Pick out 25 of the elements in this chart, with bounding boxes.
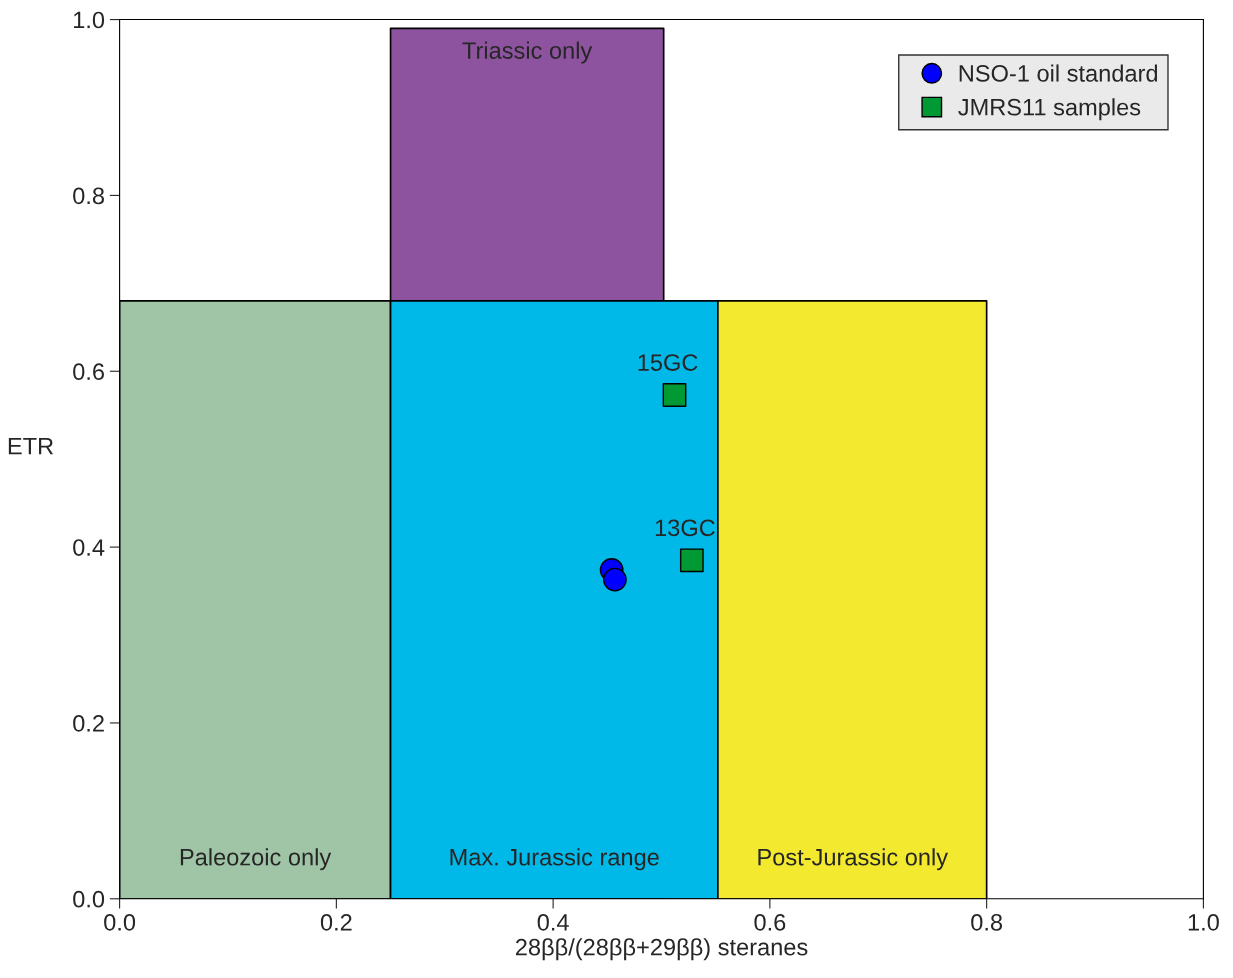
point [679,548,704,573]
series-label: Post-Jurassic only [758,848,948,871]
x-axis-title: 28ββ/(28ββ+29ββ) steranes [515,938,808,961]
y-tick-label: 0.2 [73,715,104,732]
x-tick-label: 0.8 [971,913,1003,931]
x-tick-label: 0.6 [754,913,786,931]
legend-label: JMRS11 samples [958,98,1141,121]
y-tick-label: 0.0 [73,890,105,908]
x-tick-label: 0.0 [104,913,136,931]
series-label: Triassic only [462,41,593,64]
series-label: Paleozoic only [180,848,332,871]
point [662,383,687,407]
y-tick-label: 0.8 [73,187,104,205]
y-axis-title: ETR [8,438,54,455]
y-tick-label: 0.6 [73,363,104,381]
y-tick-label: 1.0 [74,11,105,29]
y-tick-label: 0.4 [73,539,105,556]
x-tick-label: 0.2 [320,913,352,931]
legend-label: NSO-1 oil standard [959,64,1158,82]
annotation: 15GC [638,354,698,371]
annotation: 13GC [655,519,715,537]
series-label: Max. Jurassic range [450,848,659,871]
x-tick-label: 1.0 [1188,913,1219,931]
x-tick-label: 0.4 [537,913,569,931]
point [603,567,627,592]
